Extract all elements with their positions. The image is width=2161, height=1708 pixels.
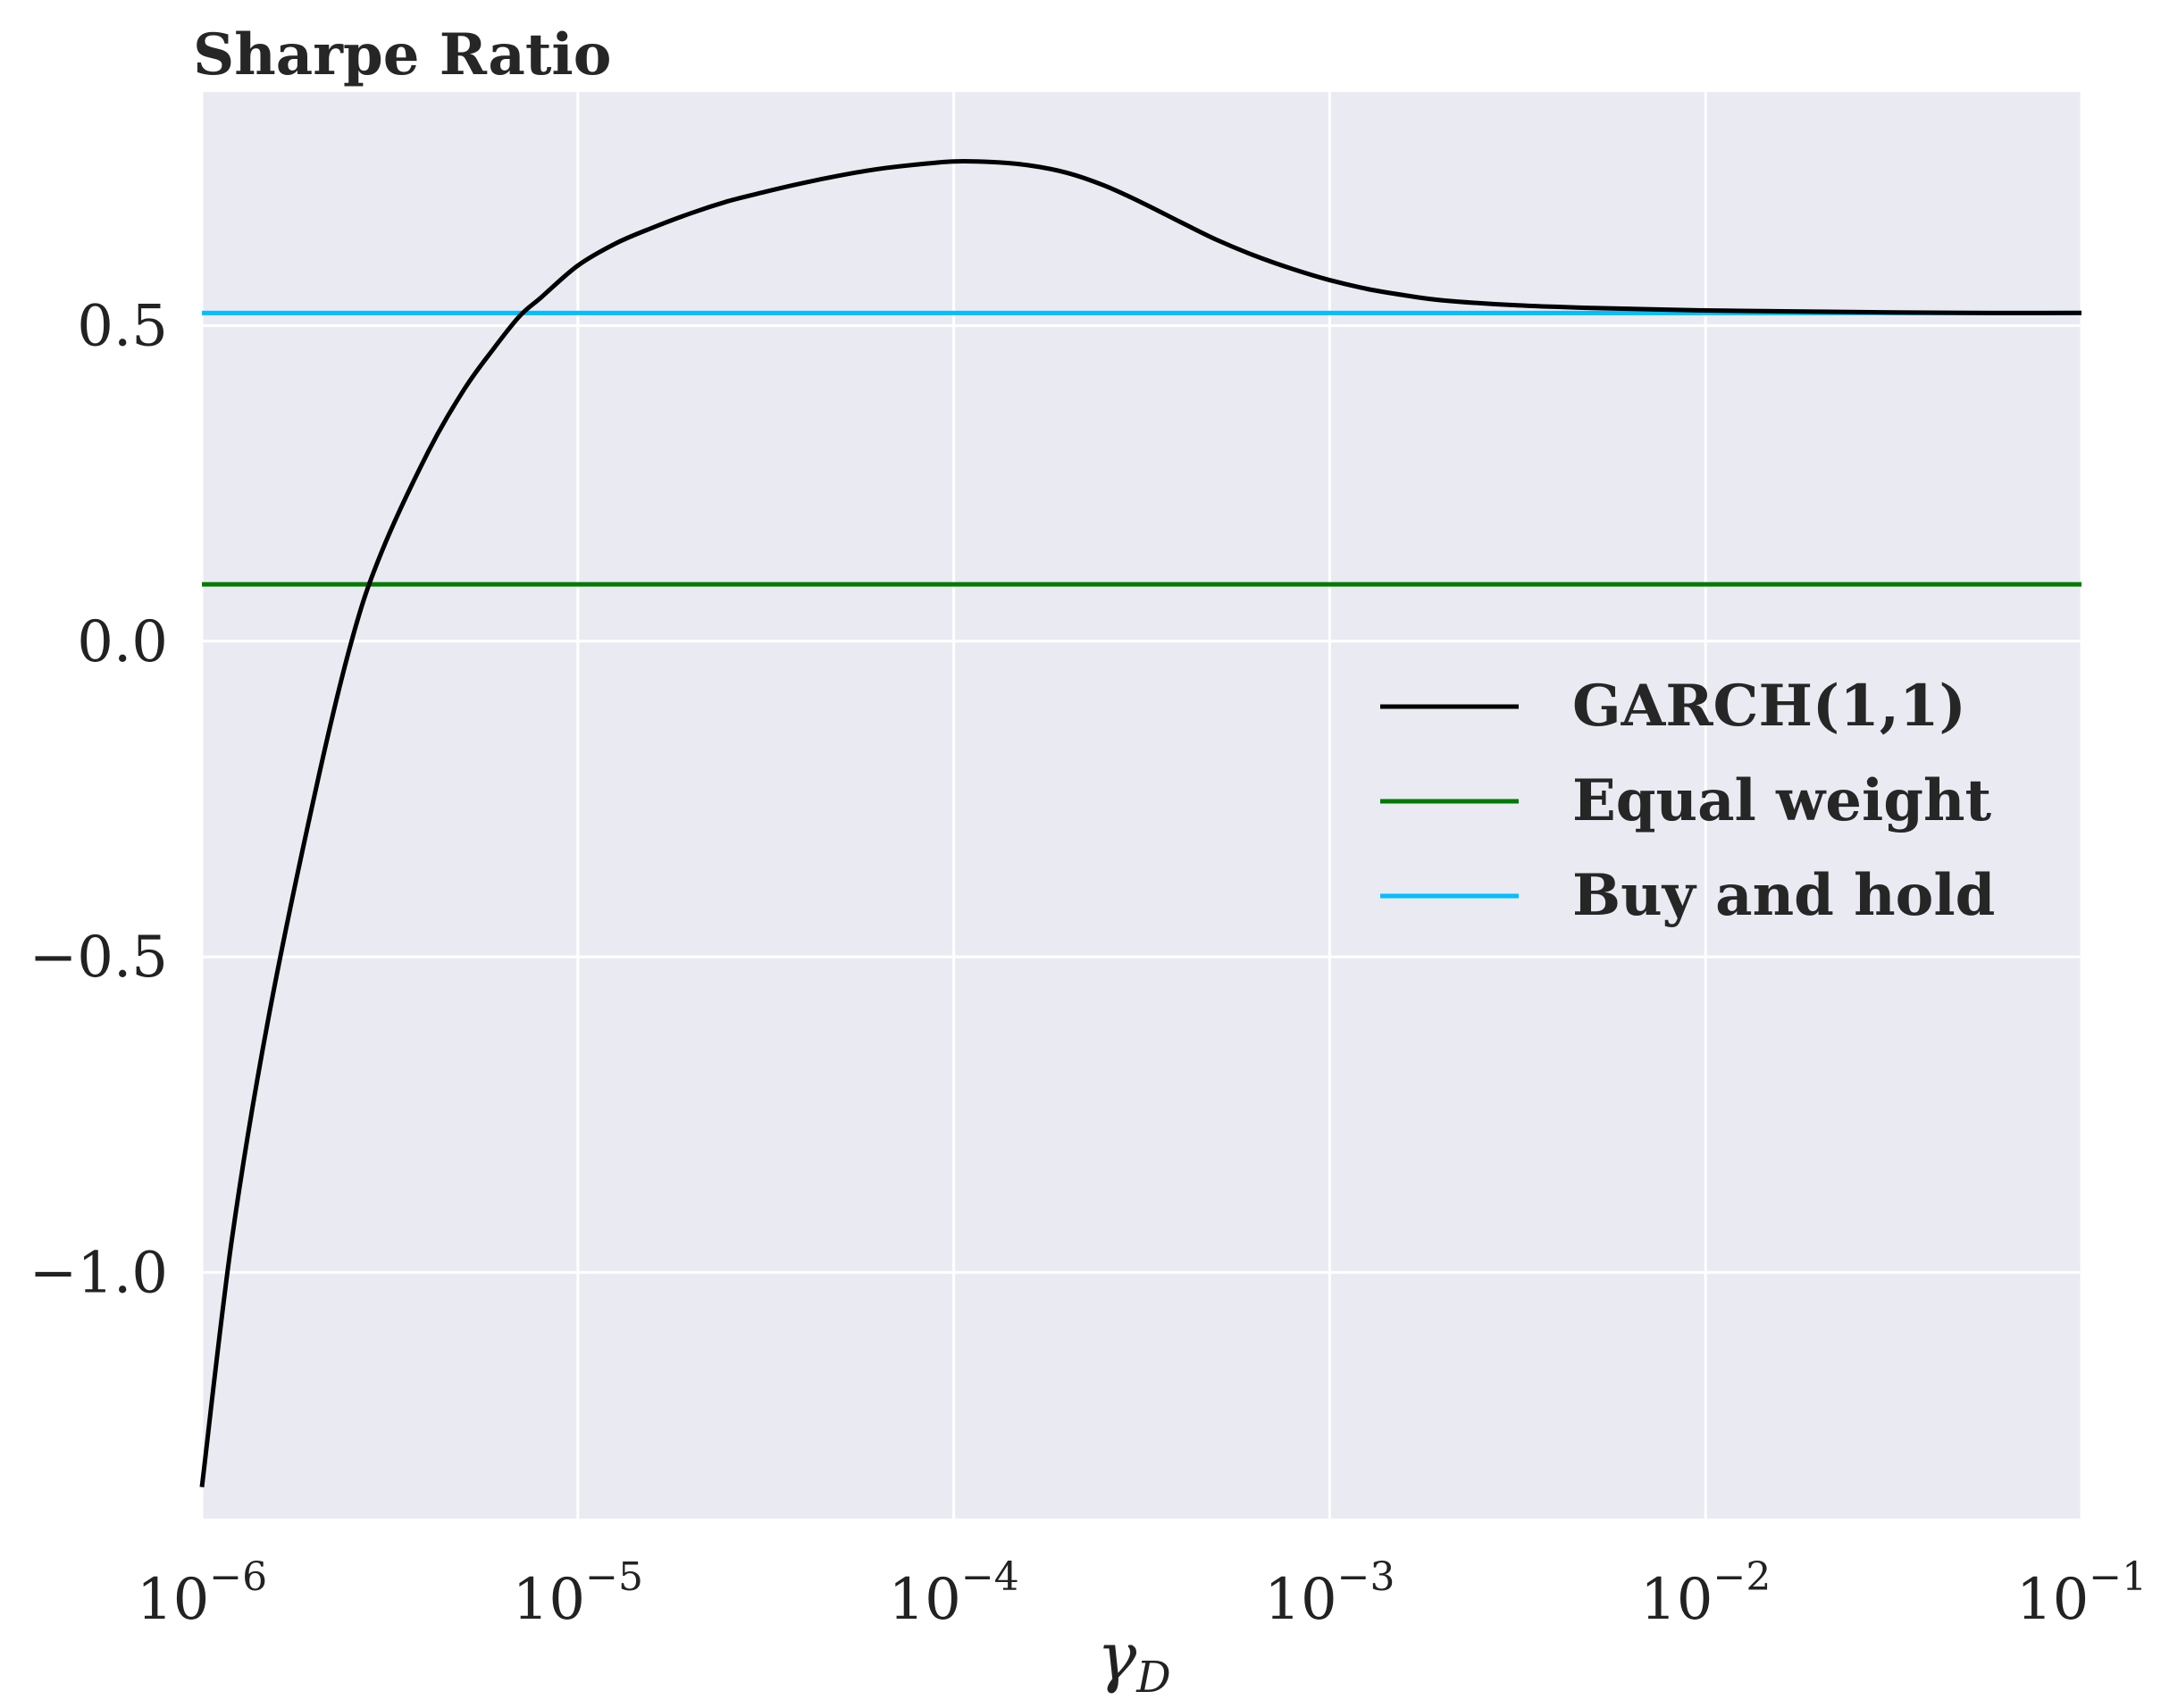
x-tick-label: 10−2 — [1640, 1554, 1771, 1633]
series-line-garch-1-1 — [199, 159, 2082, 1488]
y-tick-label: 0.0 — [77, 609, 168, 675]
legend-label-garch: GARCH(1,1) — [1572, 673, 1966, 740]
x-tick-label: 10−4 — [888, 1554, 1018, 1633]
y-tick-label: 0.5 — [77, 293, 168, 359]
x-tick-base: 10 — [2016, 1567, 2089, 1633]
x-tick-exponent: −4 — [961, 1554, 1019, 1600]
x-tick-base: 10 — [1264, 1567, 1336, 1633]
x-tick-label: 10−5 — [513, 1554, 643, 1633]
tick-label-layer: 10−6 10−5 10−4 10−3 10−2 10−10.50.0−0.5−1.0 — [29, 293, 2148, 1633]
x-tick-exponent: −6 — [209, 1554, 267, 1600]
chart-title: Sharpe Ratio — [193, 21, 611, 88]
grid-layer — [200, 92, 2083, 1519]
x-tick-label: 10−6 — [137, 1554, 267, 1633]
x-tick-base: 10 — [888, 1567, 960, 1633]
x-tick-label: 10−1 — [2016, 1554, 2147, 1633]
legend: GARCH(1,1) Equal weight Buy and hold — [1380, 673, 1995, 929]
x-tick-exponent: −3 — [1337, 1554, 1395, 1600]
x-axis-label-subscript: D — [1135, 1653, 1170, 1703]
legend-label-equal-weight: Equal weight — [1572, 767, 1992, 834]
y-tick-label: −1.0 — [29, 1240, 168, 1306]
x-tick-base: 10 — [1640, 1567, 1713, 1633]
x-axis-label: γD — [1097, 1619, 1171, 1703]
x-tick-label: 10−3 — [1264, 1554, 1395, 1633]
x-tick-base: 10 — [137, 1567, 209, 1633]
y-tick-label: −0.5 — [29, 925, 168, 991]
x-axis-label-symbol: γ — [1097, 1619, 1137, 1695]
plot-area-background — [202, 92, 2081, 1519]
x-tick-base: 10 — [513, 1567, 585, 1633]
x-tick-exponent: −1 — [2089, 1554, 2147, 1600]
x-tick-exponent: −2 — [1713, 1554, 1771, 1600]
x-tick-exponent: −5 — [585, 1554, 643, 1600]
series-layer — [199, 159, 2082, 1488]
legend-label-buy-and-hold: Buy and hold — [1572, 862, 1995, 929]
